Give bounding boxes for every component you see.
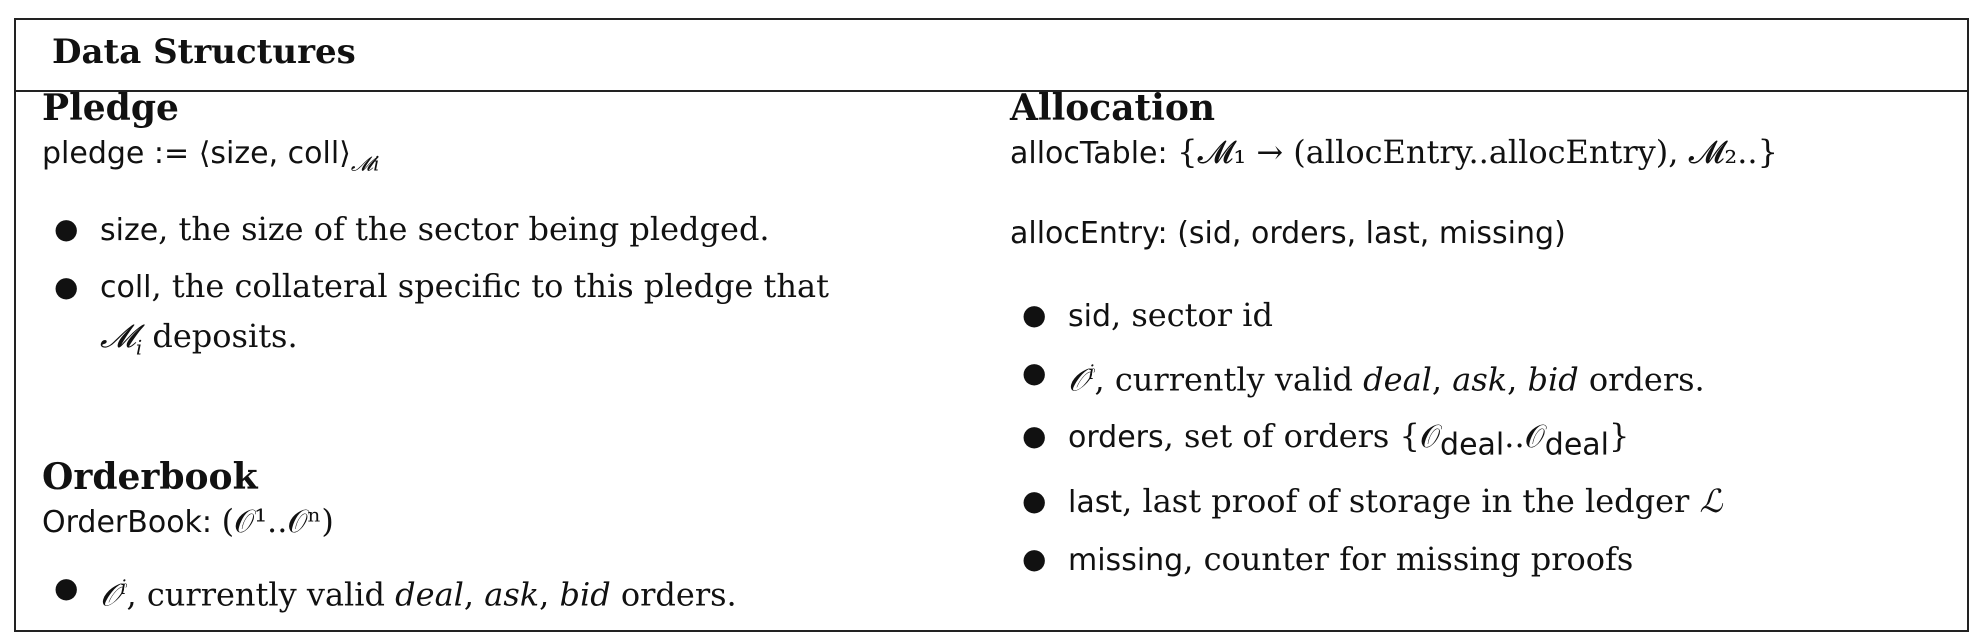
pledge-formula: pledge := ⟨size, coll⟩𝓜i bbox=[42, 136, 380, 176]
bullet-icon: ● bbox=[1022, 484, 1047, 518]
list-item: ● sid, sector id bbox=[1022, 296, 1273, 334]
bullet-icon: ● bbox=[1022, 418, 1047, 452]
orderbook-formula: OrderBook: (𝒪¹..𝒪ⁿ) bbox=[42, 501, 334, 540]
box-title: Data Structures bbox=[52, 32, 356, 72]
orderbook-list: ● 𝒪i, currently valid deal, ask, bid ord… bbox=[42, 563, 962, 620]
list-item: ● 𝒪i, currently valid deal, ask, bid ord… bbox=[1022, 356, 1705, 399]
alloc-table-formula: allocTable: {𝓜₁ → (allocEntry..allocEntr… bbox=[1010, 133, 1778, 171]
bullet-icon: ● bbox=[1022, 356, 1047, 389]
alloc-entry-formula: allocEntry: (sid, orders, last, missing) bbox=[1010, 216, 1566, 251]
orderbook-section: Orderbook OrderBook: (𝒪¹..𝒪ⁿ) ● 𝒪i, curr… bbox=[42, 455, 962, 620]
pledge-title: Pledge bbox=[42, 87, 179, 129]
allocation-section: Allocation allocTable: {𝓜₁ → (allocEntry… bbox=[1010, 86, 1940, 586]
list-item: ● last, last proof of storage in the led… bbox=[1022, 482, 1723, 521]
allocation-title: Allocation bbox=[1010, 87, 1216, 129]
left-column: Pledge pledge := ⟨size, coll⟩𝓜i ● size, … bbox=[42, 86, 962, 625]
data-structures-box: Data Structures bbox=[14, 18, 1969, 632]
allocation-list: ● sid, sector id ● 𝒪i, currently valid d… bbox=[1010, 290, 1940, 586]
box-header: Data Structures bbox=[16, 20, 1967, 92]
pledge-section: Pledge pledge := ⟨size, coll⟩𝓜i ● size, … bbox=[42, 86, 962, 373]
list-item: ● coll, the collateral specific to this … bbox=[54, 267, 829, 360]
pledge-list: ● size, the size of the sector being ple… bbox=[42, 204, 962, 372]
list-item: ● size, the size of the sector being ple… bbox=[54, 210, 770, 249]
right-column: Allocation allocTable: {𝓜₁ → (allocEntry… bbox=[1010, 86, 1940, 592]
bullet-icon: ● bbox=[54, 270, 79, 304]
bullet-icon: ● bbox=[54, 212, 79, 246]
orderbook-title: Orderbook bbox=[42, 455, 258, 498]
bullet-icon: ● bbox=[54, 570, 79, 604]
bullet-icon: ● bbox=[1022, 298, 1047, 331]
list-item: ● 𝒪i, currently valid deal, ask, bid ord… bbox=[54, 570, 737, 614]
list-item: ● missing, counter for missing proofs bbox=[1022, 540, 1634, 579]
list-item: ● orders, set of orders {𝒪deal..𝒪deal} bbox=[1022, 416, 1630, 463]
bullet-icon: ● bbox=[1022, 542, 1047, 576]
